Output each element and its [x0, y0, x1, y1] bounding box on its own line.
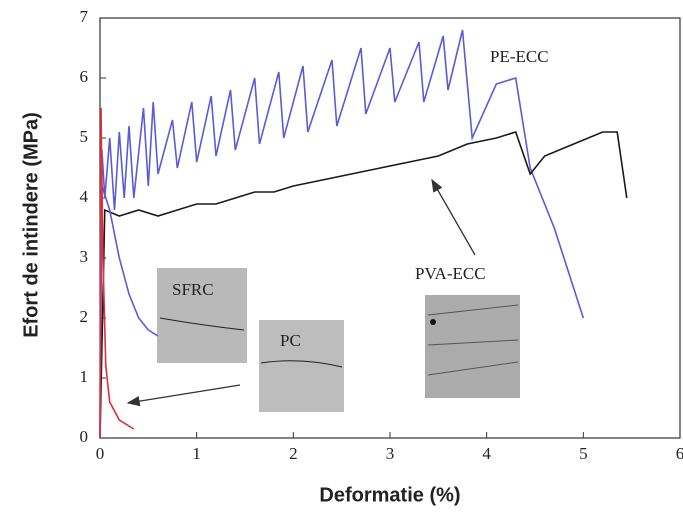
arrow [126, 384, 241, 407]
y-tick-label: 6 [80, 67, 89, 86]
y-tick-label: 3 [80, 247, 89, 266]
y-tick-label: 4 [80, 187, 89, 206]
plot-frame [99, 17, 681, 439]
series-label: PVA-ECC [415, 264, 486, 283]
dot [430, 319, 436, 325]
x-tick-label: 0 [96, 444, 105, 463]
x-tick-label: 6 [676, 444, 683, 463]
series-line [99, 185, 159, 439]
y-axis-title: Efort de intindere (MPa) [20, 112, 42, 338]
crack-line [260, 360, 343, 368]
crack-photo [157, 268, 247, 363]
y-tick-label: 5 [80, 127, 89, 146]
series-label: PC [280, 331, 301, 350]
y-tick-label: 1 [80, 367, 89, 386]
crack-line [159, 317, 245, 331]
x-tick-label: 4 [482, 444, 491, 463]
x-tick-label: 3 [386, 444, 395, 463]
x-axis-title: Deformatie (%) [319, 484, 460, 506]
y-tick-label: 7 [80, 7, 89, 26]
y-tick-label: 0 [80, 427, 89, 446]
x-tick-label: 1 [192, 444, 201, 463]
series-label: PE-ECC [490, 47, 549, 66]
crack-photo [259, 320, 344, 412]
x-tick-label: 2 [289, 444, 298, 463]
series-label: SFRC [172, 280, 214, 299]
crack-photo [425, 295, 520, 398]
crack-line [427, 304, 519, 376]
arrow [431, 178, 476, 256]
series-line [99, 131, 628, 439]
x-tick-label: 5 [579, 444, 588, 463]
y-tick-label: 2 [80, 307, 89, 326]
series-line [99, 107, 135, 439]
series-line [99, 29, 585, 439]
